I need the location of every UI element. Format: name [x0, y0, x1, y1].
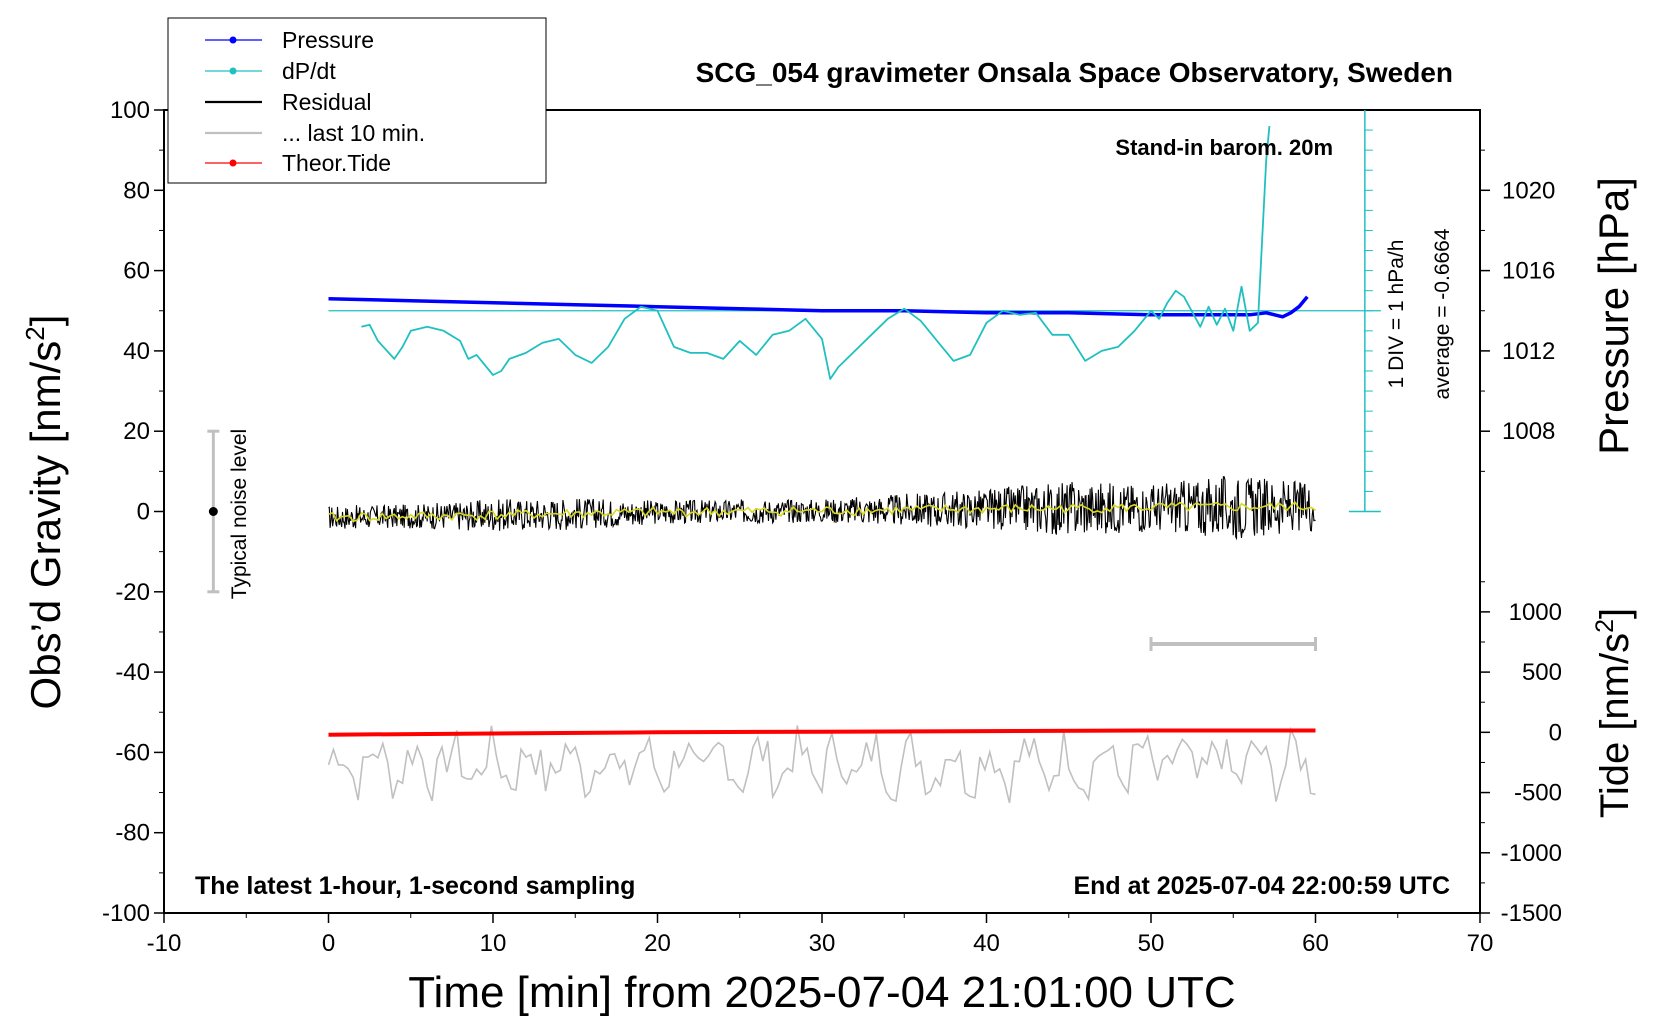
legend-label-residual: Residual	[282, 89, 372, 115]
x-tick-label: 10	[480, 930, 507, 957]
noise-bar-dot	[208, 507, 218, 516]
x-tick-label: 0	[322, 930, 335, 957]
x-axis-label: Time [min] from 2025-07-04 21:01:00 UTC	[408, 968, 1235, 1017]
legend-box	[167, 17, 547, 184]
noise-label: Typical noise level	[228, 429, 251, 599]
x-tick-label: 60	[1302, 930, 1329, 957]
tide-axis-label: Tide [nm/s2]	[1591, 608, 1637, 818]
legend-label-dpdt: dP/dt	[282, 58, 336, 84]
pressure-axis-ticks: 1008 1012 1016 1020	[1480, 149, 1555, 472]
legend-marker-tide	[229, 159, 237, 167]
tide-tick-label: 0	[1549, 719, 1562, 746]
y-tick-label: 40	[123, 338, 150, 365]
y-tick-label: -80	[115, 820, 150, 847]
legend-label-pressure: Pressure	[282, 27, 374, 53]
y-axis-label-left-text: Obs’d Gravity [nm/s	[22, 341, 69, 710]
y-tick-label: 80	[123, 177, 150, 204]
y-tick-label: -100	[102, 900, 150, 927]
y-axis-label-left-sup: 2	[20, 326, 50, 340]
legend-label-tide: Theor.Tide	[282, 150, 391, 176]
bottom-left-annotation: The latest 1-hour, 1-second sampling	[195, 872, 635, 900]
pressure-tick-label: 1020	[1502, 177, 1555, 204]
pressure-axis-label: Pressure [hPa]	[1590, 177, 1637, 455]
y-tick-label: -40	[115, 659, 150, 686]
legend-item-residual: Residual	[205, 89, 372, 115]
legend-marker-pressure	[229, 36, 237, 44]
legend-item-last10: ... last 10 min.	[205, 120, 425, 146]
y-axis-label-left: Obs’d Gravity [nm/s2]	[20, 315, 69, 710]
bottom-right-annotation: End at 2025-07-04 22:00:59 UTC	[1073, 872, 1450, 900]
y-tick-label: 60	[123, 258, 150, 285]
series-residual-smoothed	[328, 500, 1316, 523]
tide-tick-label: -500	[1514, 780, 1562, 807]
legend-item-pressure: Pressure	[205, 27, 374, 53]
tide-tick-label: 500	[1522, 659, 1562, 686]
series-theoretical-tide	[328, 728, 1316, 737]
chart-series	[327, 126, 1316, 804]
barometer-annotation: Stand-in barom. 20m	[1115, 135, 1333, 160]
tide-axis-label-text: Tide [nm/s	[1593, 633, 1637, 818]
pressure-tick-label: 1012	[1502, 338, 1555, 365]
x-tick-label: 20	[644, 930, 671, 957]
tide-axis-label-end: ]	[1593, 608, 1637, 619]
div-label: 1 DIV = 1 hPa/h	[1385, 240, 1408, 389]
reference-bars	[207, 429, 1317, 651]
y-tick-label: 0	[137, 499, 150, 526]
pressure-tick-label: 1008	[1502, 418, 1555, 445]
y-axis-label-left-end: ]	[22, 315, 69, 327]
tide-tick-label: -1000	[1501, 840, 1562, 867]
legend-item-tide: Theor.Tide	[205, 150, 391, 176]
legend-item-dpdt: dP/dt	[205, 58, 336, 84]
y-tick-label: -20	[115, 579, 150, 606]
x-tick-label: 40	[973, 930, 1000, 957]
series-dpdt	[361, 126, 1271, 380]
x-tick-label: 70	[1467, 930, 1494, 957]
x-tick-label: 50	[1138, 930, 1165, 957]
series-pressure	[328, 295, 1309, 319]
x-tick-label: 30	[809, 930, 836, 957]
x-tick-label: -10	[147, 930, 182, 957]
y-axis-ticks: -100 -80 -60 -40 -20 0 20 40 60 80 100	[102, 97, 164, 927]
legend: Pressure dP/dt Residual ... last 10 min.…	[167, 17, 547, 184]
y-tick-label: 20	[123, 418, 150, 445]
average-label: average = -0.6664	[1431, 228, 1454, 399]
tide-axis-label-sup: 2	[1591, 619, 1619, 633]
y-tick-label: -60	[115, 739, 150, 766]
series-residual	[328, 476, 1316, 541]
x-axis-ticks: -10 0 10 20 30 40 50 60 70	[147, 913, 1494, 957]
pressure-tick-label: 1016	[1502, 258, 1555, 285]
legend-label-last10: ... last 10 min.	[282, 120, 425, 146]
series-last-10-min	[327, 725, 1316, 804]
chart-title: SCG_054 gravimeter Onsala Space Observat…	[696, 57, 1453, 88]
y-tick-label: 100	[110, 97, 150, 124]
tide-axis-ticks: -1500 -1000 -500 0 500 1000	[1480, 581, 1562, 927]
tide-tick-label: -1500	[1501, 900, 1562, 927]
legend-marker-dpdt	[229, 67, 237, 75]
tide-tick-label: 1000	[1509, 599, 1562, 626]
